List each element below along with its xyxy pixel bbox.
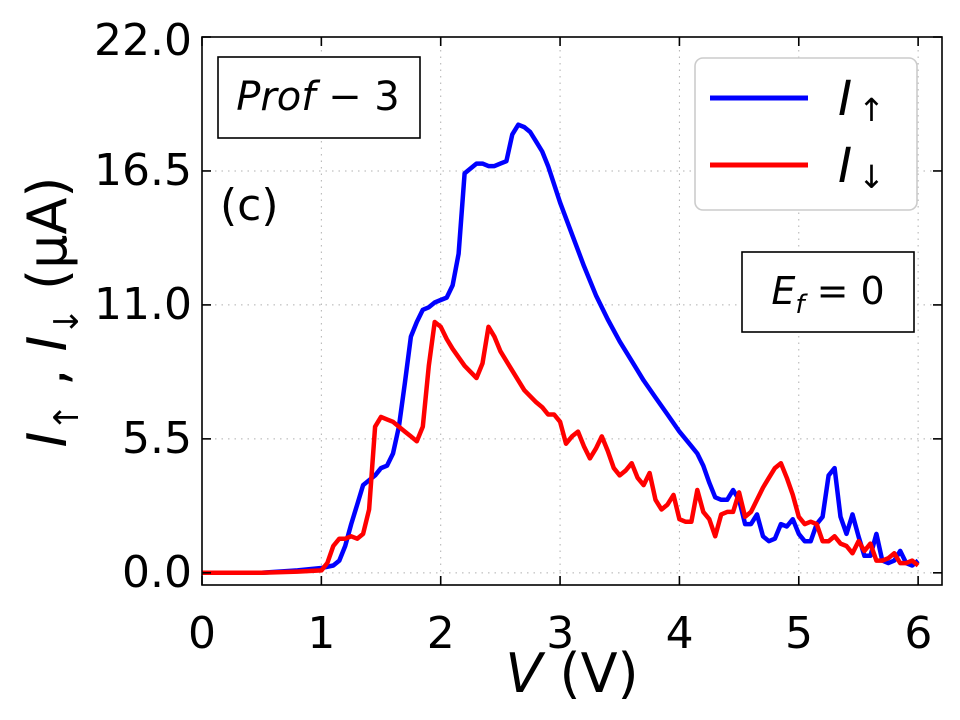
legend-label-i-down: I ↓ (838, 138, 885, 196)
energy-annotation: Ef = 0 (741, 251, 915, 333)
y-axis-arrow-up: ↑ (47, 403, 87, 432)
x-axis-unit: (V) (542, 642, 638, 705)
profile-annotation-text: Prof − 3 (236, 74, 400, 120)
y-tick-labels: 0.0 5.5 11.0 16.5 22.0 (94, 15, 192, 598)
axis-ticks (201, 36, 942, 585)
plot-frame (201, 36, 943, 586)
y-axis-unit: (μA) (16, 177, 79, 308)
panel-label: (c) (220, 180, 279, 231)
y-tick-label: 0.0 (122, 547, 192, 598)
legend: I ↑ I ↓ (694, 57, 918, 211)
energy-annotation-box (741, 251, 915, 333)
y-tick-label: 16.5 (94, 145, 192, 196)
energy-annotation-text: Ef = 0 (771, 269, 884, 320)
x-axis-title: V (V) (505, 642, 638, 705)
y-axis-title: I↑ , I↓ (μA) (16, 177, 87, 448)
x-tick-label: 5 (785, 608, 813, 659)
x-tick-label: 0 (188, 608, 216, 659)
legend-label-i-up: I ↑ (838, 71, 885, 129)
x-tick-label: 2 (427, 608, 455, 659)
y-tick-label: 22.0 (94, 15, 192, 66)
profile-annotation: Prof − 3 (217, 56, 421, 139)
x-tick-label: 4 (666, 608, 694, 659)
y-axis-arrow-down: ↓ (47, 307, 87, 336)
x-axis-var: V (505, 642, 546, 705)
series-line-i-down (202, 319, 920, 576)
y-axis-var-up: I (16, 432, 79, 448)
profile-annotation-box (217, 56, 421, 139)
y-axis-var-down: I (16, 336, 79, 352)
x-tick-labels: 0 1 2 3 4 5 6 (188, 608, 932, 659)
y-tick-label: 5.5 (122, 413, 192, 464)
x-tick-label: 6 (904, 608, 932, 659)
x-tick-label: 1 (307, 608, 335, 659)
x-tick-label: 3 (546, 608, 574, 659)
y-axis-separator: , (16, 352, 79, 404)
y-tick-label: 11.0 (94, 279, 192, 330)
